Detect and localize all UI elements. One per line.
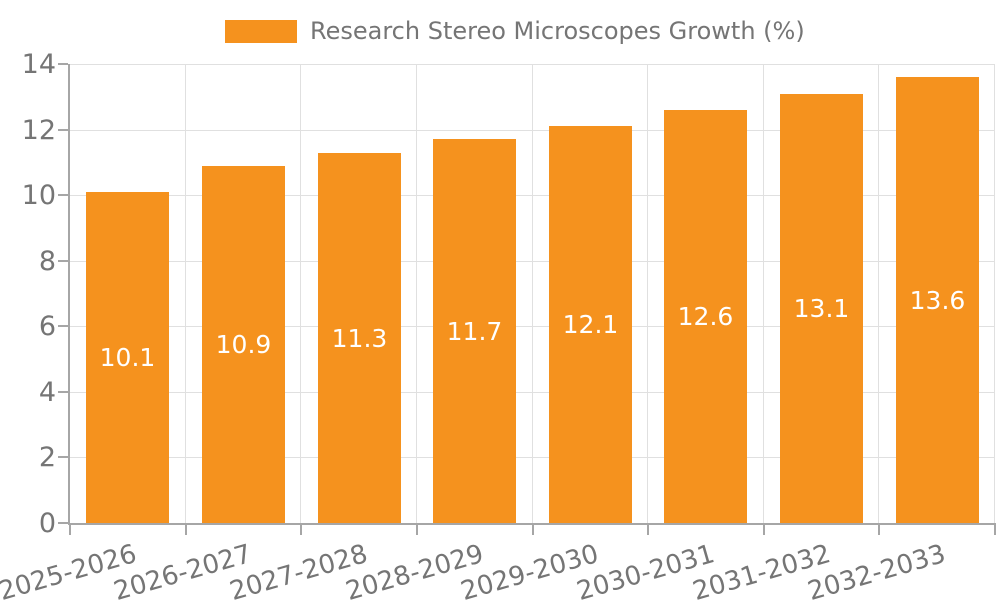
x-axis-tick: [878, 523, 881, 535]
h-gridline: [70, 391, 995, 393]
bar-value-label: 10.9: [215, 330, 272, 359]
bar: 13.6: [896, 77, 979, 523]
y-axis-tick: [58, 456, 68, 459]
legend: Research Stereo Microscopes Growth (%): [225, 17, 805, 45]
h-gridline: [70, 129, 995, 131]
legend-label: Research Stereo Microscopes Growth (%): [310, 17, 805, 45]
y-axis-tick-label: 6: [38, 311, 56, 343]
v-gridline: [994, 64, 995, 523]
bar-value-label: 12.6: [677, 302, 734, 331]
h-gridline: [70, 195, 995, 197]
y-axis-tick-label: 10: [21, 180, 56, 212]
bar: 13.1: [780, 94, 863, 523]
h-gridline: [70, 260, 995, 262]
y-axis-tick: [58, 259, 68, 262]
bar-value-label: 12.1: [562, 310, 619, 339]
x-axis-tick: [994, 523, 996, 535]
y-axis-tick: [58, 390, 68, 393]
legend-swatch: [225, 19, 297, 43]
bar-value-label: 11.7: [446, 316, 503, 346]
bar: 12.1: [549, 126, 632, 523]
h-gridline: [70, 64, 995, 65]
y-axis-tick: [58, 194, 68, 197]
y-axis-tick-label: 8: [38, 245, 56, 277]
y-axis-tick: [58, 325, 68, 328]
x-axis-tick: [531, 523, 534, 535]
x-axis-tick: [184, 523, 187, 535]
v-gridline: [531, 64, 533, 523]
bar: 12.6: [664, 110, 747, 523]
v-gridline: [878, 64, 880, 523]
h-gridline: [70, 457, 995, 459]
bar: 10.9: [202, 166, 285, 523]
x-axis-tick: [762, 523, 765, 535]
x-axis-tick: [69, 523, 71, 535]
h-gridline: [70, 326, 995, 328]
x-axis-tick: [647, 523, 650, 535]
bar-value-label: 10.1: [99, 343, 156, 372]
plot-area: 0 2 4 6 8 10 12 14 10.1 10.9 11.3 11.7 12.1 12.6 13.1 1…: [0, 51, 996, 600]
y-axis-tick-label: 4: [38, 376, 56, 408]
v-gridline: [300, 64, 302, 523]
v-gridline: [415, 64, 417, 523]
bar-value-label: 13.6: [909, 285, 966, 315]
y-axis-tick-label: 12: [21, 114, 56, 146]
v-gridline: [184, 64, 186, 523]
v-gridline: [762, 64, 764, 523]
bar: 11.3: [318, 153, 401, 523]
y-axis-tick: [58, 522, 68, 524]
bar: 11.7: [433, 139, 516, 523]
y-axis-tick-label: 14: [21, 49, 56, 80]
x-axis-tick: [415, 523, 418, 535]
y-axis-tick: [58, 63, 68, 65]
bar-value-label: 13.1: [793, 294, 850, 323]
x-axis-tick: [300, 523, 303, 535]
y-axis-tick-label: 0: [38, 508, 56, 539]
bar-value-label: 11.3: [331, 323, 388, 353]
y-axis-tick: [58, 128, 68, 131]
y-axis-tick-label: 2: [38, 442, 56, 474]
bar: 10.1: [86, 192, 169, 523]
v-gridline: [647, 64, 649, 523]
